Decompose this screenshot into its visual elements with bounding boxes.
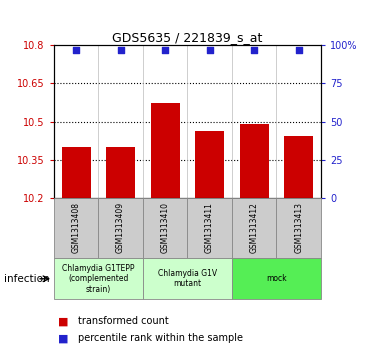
Bar (232, 198, 276, 258)
Text: Chlamydia G1V
mutant: Chlamydia G1V mutant (158, 269, 217, 288)
Point (73, 47, 79, 53)
Bar (106, 147, 135, 198)
Bar (284, 135, 313, 198)
Bar (98, 198, 143, 258)
Text: ■: ■ (58, 333, 68, 343)
Bar (276, 198, 321, 258)
Title: GDS5635 / 221839_s_at: GDS5635 / 221839_s_at (112, 31, 263, 44)
Bar (54, 198, 98, 258)
Text: GSM1313411: GSM1313411 (205, 202, 214, 253)
Text: GSM1313409: GSM1313409 (116, 202, 125, 253)
Point (118, 47, 124, 53)
Text: GSM1313410: GSM1313410 (161, 202, 170, 253)
Bar (143, 258, 232, 299)
Text: infection: infection (4, 274, 49, 284)
Text: percentile rank within the sample: percentile rank within the sample (78, 333, 243, 343)
Bar (195, 131, 224, 198)
Bar (143, 198, 187, 258)
Text: GSM1313408: GSM1313408 (72, 202, 81, 253)
Text: ■: ■ (58, 316, 68, 326)
Text: Chlamydia G1TEPP
(complemented
strain): Chlamydia G1TEPP (complemented strain) (62, 264, 135, 294)
Point (162, 47, 168, 53)
Bar (240, 124, 269, 198)
Text: GSM1313412: GSM1313412 (250, 202, 259, 253)
Bar (151, 103, 180, 198)
Bar (232, 258, 321, 299)
Point (207, 47, 213, 53)
Bar (62, 147, 91, 198)
Text: transformed count: transformed count (78, 316, 169, 326)
Text: GSM1313413: GSM1313413 (294, 202, 303, 253)
Bar (54, 258, 143, 299)
Bar (187, 198, 232, 258)
Point (296, 47, 302, 53)
Point (251, 47, 257, 53)
Text: mock: mock (266, 274, 287, 283)
